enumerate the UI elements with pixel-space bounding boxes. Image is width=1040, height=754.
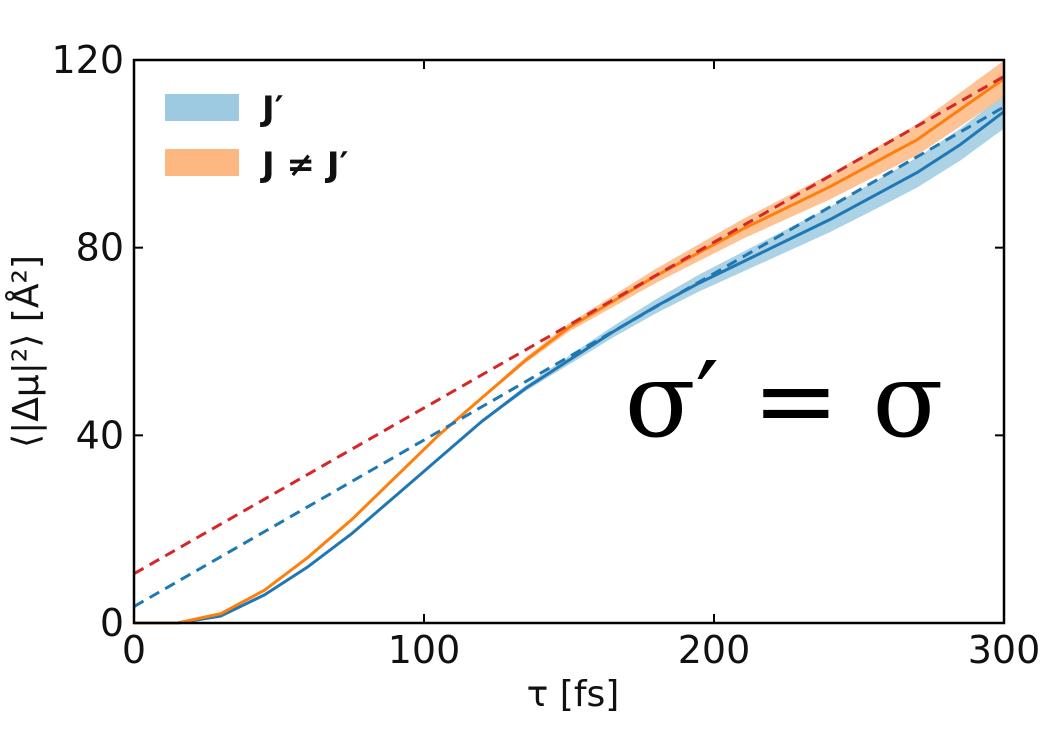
y-tick-label: 120 <box>51 38 124 82</box>
series-0-line <box>134 110 1005 625</box>
x-tick-label: 200 <box>678 628 751 672</box>
axis-ticks <box>133 59 1005 624</box>
fit-2-line <box>133 105 1005 608</box>
series-lines <box>133 75 1005 625</box>
legend-swatch-j-not-j-prime <box>165 149 239 176</box>
y-tick-label: 0 <box>100 601 124 645</box>
series-1-band <box>134 60 1004 623</box>
fit-3-line <box>133 75 1005 576</box>
y-axis-label: ⟨|Δμ|²⟩ [Å²] <box>4 255 47 448</box>
tick-labels: 0 100 200 300 0 40 80 120 <box>51 38 1040 672</box>
y-tick-label: 80 <box>76 226 124 270</box>
x-tick-label: 300 <box>968 628 1040 672</box>
legend-swatch-j-prime <box>165 94 239 121</box>
x-axis-label: τ [fs] <box>527 674 620 715</box>
y-tick-label: 40 <box>76 413 124 457</box>
plot-frame <box>132 58 1006 625</box>
legend: J′ J ≠ J′ <box>165 89 348 185</box>
x-tick-label: 0 <box>122 628 146 672</box>
sigma-annotation: σ′ = σ <box>625 339 944 461</box>
legend-label-j-prime: J′ <box>260 89 284 129</box>
x-tick-label: 100 <box>388 628 461 672</box>
legend-label-j-not-j-prime: J ≠ J′ <box>260 145 348 185</box>
series-1-line <box>134 77 1005 625</box>
